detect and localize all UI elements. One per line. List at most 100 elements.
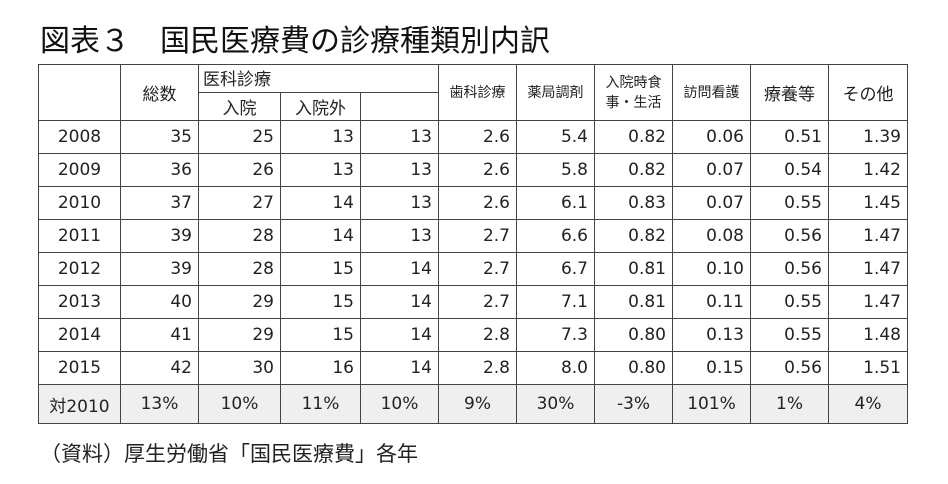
value-cell: 0.07 bbox=[672, 186, 751, 220]
value-cell: 30 bbox=[198, 351, 281, 385]
value-cell: 0.07 bbox=[672, 153, 751, 187]
value-cell: 2.6 bbox=[438, 120, 517, 154]
value-cell: 1.48 bbox=[828, 318, 908, 352]
value-cell: 0.51 bbox=[750, 120, 829, 154]
value-cell: 0.56 bbox=[750, 351, 829, 385]
value-cell: 0.81 bbox=[594, 285, 673, 319]
table-row: 2012 39 28 15 14 2.7 6.7 0.81 0.10 0.56 1.47 bbox=[38, 252, 908, 286]
header-dental: 歯科診療 bbox=[438, 64, 517, 121]
value-cell: 2.7 bbox=[438, 219, 517, 253]
table-row: 2009 36 26 13 13 2.6 5.8 0.82 0.07 0.54 1.42 bbox=[38, 153, 908, 187]
summary-cell: 10% bbox=[198, 384, 281, 424]
page-title: 図表３ 国民医療費の診療種類別内訳 bbox=[40, 24, 550, 59]
value-cell: 1.51 bbox=[828, 351, 908, 385]
value-cell: 5.8 bbox=[516, 153, 595, 187]
value-cell: 15 bbox=[280, 318, 361, 352]
value-cell: 6.1 bbox=[516, 186, 595, 220]
header-meals: 入院時食 事・生活 bbox=[594, 64, 673, 121]
header-medical: 医科診療 bbox=[198, 64, 439, 93]
value-cell: 2.7 bbox=[438, 285, 517, 319]
summary-cell: 10% bbox=[360, 384, 439, 424]
value-cell: 1.45 bbox=[828, 186, 908, 220]
value-cell: 14 bbox=[280, 219, 361, 253]
year-cell: 2014 bbox=[38, 318, 121, 352]
value-cell: 2.8 bbox=[438, 351, 517, 385]
year-cell: 2008 bbox=[38, 120, 121, 154]
value-cell: 2.6 bbox=[438, 153, 517, 187]
value-cell: 0.08 bbox=[672, 219, 751, 253]
summary-cell: -3% bbox=[594, 384, 673, 424]
summary-cell: 9% bbox=[438, 384, 517, 424]
medical-expenses-table: 総数 医科診療 歯科診療 薬局調剤 入院時食 事・生活 訪問看護 療養等 その他… bbox=[38, 64, 908, 424]
header-other: その他 bbox=[828, 64, 908, 121]
header-meals-line1: 入院時食 bbox=[605, 74, 662, 91]
value-cell: 15 bbox=[280, 285, 361, 319]
value-cell: 16 bbox=[280, 351, 361, 385]
value-cell: 14 bbox=[360, 351, 439, 385]
value-cell: 28 bbox=[198, 252, 281, 286]
header-row-2: 入院 入院外 bbox=[39, 92, 908, 121]
value-cell: 13 bbox=[360, 120, 439, 154]
value-cell: 1.39 bbox=[828, 120, 908, 154]
value-cell: 0.55 bbox=[750, 285, 829, 319]
value-cell: 40 bbox=[120, 285, 199, 319]
value-cell: 5.4 bbox=[516, 120, 595, 154]
value-cell: 14 bbox=[360, 285, 439, 319]
summary-cell: 13% bbox=[120, 384, 199, 424]
value-cell: 1.47 bbox=[828, 219, 908, 253]
value-cell: 0.06 bbox=[672, 120, 751, 154]
summary-cell: 101% bbox=[672, 384, 751, 424]
value-cell: 0.55 bbox=[750, 318, 829, 352]
header-outpatient: 入院外 bbox=[280, 92, 361, 121]
summary-cell: 11% bbox=[280, 384, 361, 424]
value-cell: 0.54 bbox=[750, 153, 829, 187]
table-row: 2015 42 30 16 14 2.8 8.0 0.80 0.15 0.56 1.51 bbox=[38, 351, 908, 385]
summary-cell: 4% bbox=[828, 384, 908, 424]
header-care: 療養等 bbox=[750, 64, 829, 121]
value-cell: 13 bbox=[280, 120, 361, 154]
value-cell: 0.56 bbox=[750, 252, 829, 286]
header-pharmacy: 薬局調剤 bbox=[516, 64, 595, 121]
summary-cell: 1% bbox=[750, 384, 829, 424]
value-cell: 29 bbox=[198, 285, 281, 319]
header-meals-line2: 事・生活 bbox=[605, 94, 662, 111]
year-cell: 2009 bbox=[38, 153, 121, 187]
value-cell: 13 bbox=[360, 153, 439, 187]
value-cell: 0.11 bbox=[672, 285, 751, 319]
header-inpatient: 入院 bbox=[198, 92, 281, 121]
year-cell: 2013 bbox=[38, 285, 121, 319]
value-cell: 15 bbox=[280, 252, 361, 286]
year-cell: 2010 bbox=[38, 186, 121, 220]
year-cell: 2012 bbox=[38, 252, 121, 286]
value-cell: 7.1 bbox=[516, 285, 595, 319]
value-cell: 13 bbox=[360, 219, 439, 253]
table-row: 2014 41 29 15 14 2.8 7.3 0.80 0.13 0.55 1.48 bbox=[38, 318, 908, 352]
value-cell: 37 bbox=[120, 186, 199, 220]
value-cell: 7.3 bbox=[516, 318, 595, 352]
value-cell: 39 bbox=[120, 252, 199, 286]
value-cell: 2.6 bbox=[438, 186, 517, 220]
value-cell: 14 bbox=[360, 252, 439, 286]
value-cell: 25 bbox=[198, 120, 281, 154]
value-cell: 27 bbox=[198, 186, 281, 220]
value-cell: 28 bbox=[198, 219, 281, 253]
value-cell: 29 bbox=[198, 318, 281, 352]
value-cell: 36 bbox=[120, 153, 199, 187]
value-cell: 6.6 bbox=[516, 219, 595, 253]
source-note: （資料）厚生労働省「国民医療費」各年 bbox=[40, 442, 418, 466]
value-cell: 8.0 bbox=[516, 351, 595, 385]
value-cell: 1.47 bbox=[828, 252, 908, 286]
value-cell: 14 bbox=[360, 318, 439, 352]
table-row: 2010 37 27 14 13 2.6 6.1 0.83 0.07 0.55 1.45 bbox=[38, 186, 908, 220]
value-cell: 14 bbox=[280, 186, 361, 220]
header-total: 総数 bbox=[120, 64, 199, 121]
value-cell: 2.8 bbox=[438, 318, 517, 352]
value-cell: 13 bbox=[280, 153, 361, 187]
value-cell: 0.80 bbox=[594, 318, 673, 352]
header-year-blank bbox=[38, 64, 121, 121]
table-row: 2008 35 25 13 13 2.6 5.4 0.82 0.06 0.51 1.39 bbox=[38, 120, 908, 154]
value-cell: 26 bbox=[198, 153, 281, 187]
value-cell: 0.83 bbox=[594, 186, 673, 220]
summary-cell: 30% bbox=[516, 384, 595, 424]
value-cell: 0.10 bbox=[672, 252, 751, 286]
